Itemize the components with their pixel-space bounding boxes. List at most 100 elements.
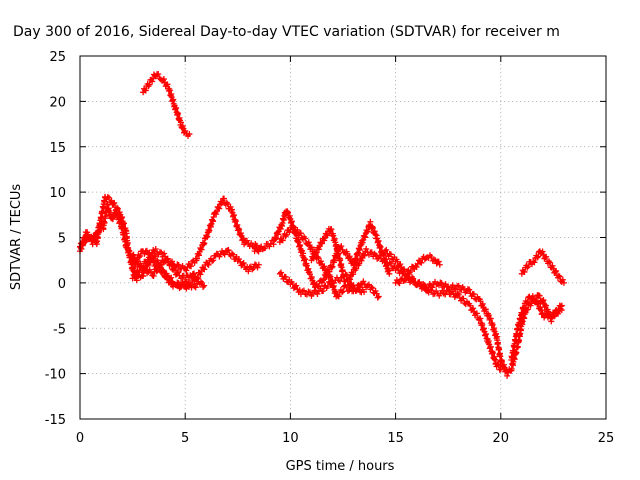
data-point [545,258,552,265]
data-point [313,249,320,256]
data-point [551,312,558,319]
data-point [213,211,220,218]
data-point [556,273,563,280]
data-point [413,263,420,270]
data-point [228,250,235,257]
data-point [283,231,290,238]
data-point [255,261,262,268]
data-point [130,251,137,258]
data-point [321,237,328,244]
data-point [297,230,304,237]
data-point [470,291,477,298]
data-point [113,204,120,211]
x-tick-label: 25 [598,431,615,446]
data-point [249,266,256,273]
y-tick-label: 5 [58,232,66,247]
y-tick-label: 25 [49,50,66,65]
data-point [221,195,228,202]
data-point [201,266,208,273]
data-point [473,310,480,317]
data-point [310,255,317,262]
data-point [555,272,562,279]
data-point [230,251,237,258]
data-point [534,254,541,261]
data-point [290,226,297,233]
data-point [328,264,335,271]
data-point [191,270,198,277]
data-point [553,267,560,274]
y-tick-label: -10 [45,368,66,383]
data-point [318,258,325,265]
data-point [183,285,190,292]
data-point [194,274,201,281]
y-tick-label: 15 [49,141,66,156]
data-point [347,276,354,283]
data-point [188,281,195,288]
data-point [175,269,182,276]
data-point [350,282,357,289]
data-point [142,248,149,255]
data-point [397,261,404,268]
data-point [142,87,149,94]
data-point [224,201,231,208]
data-point [157,262,164,269]
data-point [438,280,445,287]
data-point [485,312,492,319]
data-point [560,279,567,286]
data-point [169,258,176,265]
data-point [234,221,241,228]
data-point [308,244,315,251]
data-point [282,274,289,281]
data-point [289,280,296,287]
data-point [235,255,242,262]
data-point [163,256,170,263]
x-tick-label: 15 [387,431,404,446]
data-point [294,226,301,233]
data-point [428,253,435,260]
grid [80,56,606,419]
data-point [278,269,285,276]
data-point [152,245,159,252]
data-point [320,264,327,271]
x-tick-label: 10 [282,431,299,446]
data-point [420,280,427,287]
y-axis-label: SDTVAR / TECUs [9,184,24,291]
data-point [363,245,370,252]
data-point [161,250,168,257]
data-point [323,267,330,274]
y-tick-label: 0 [58,277,66,292]
data-point [315,246,322,253]
data-point [143,260,150,267]
data-point [396,280,403,287]
data-point [496,366,503,373]
data-point [358,257,365,264]
data-point [136,252,143,259]
data-point [175,280,182,287]
data-point [320,287,327,294]
data-point [455,282,462,289]
data-point [168,274,175,281]
data-point [383,246,390,253]
data-point [153,268,160,275]
data-point [149,78,156,85]
data-point [479,300,486,307]
data-point [188,263,195,270]
data-point [201,240,208,247]
data-point [314,290,321,297]
data-point [111,199,118,206]
data-point [361,252,368,259]
data-point [539,248,546,255]
data-point [346,253,353,260]
data-point [416,279,423,286]
data-point [524,299,531,306]
data-point [129,252,136,259]
data-point [361,288,368,295]
data-point [248,240,255,247]
data-point [418,259,425,266]
data-point [204,261,211,268]
data-point [305,239,312,246]
data-point [163,270,170,277]
data-point [210,257,217,264]
data-point [409,275,416,282]
data-point [375,293,382,300]
